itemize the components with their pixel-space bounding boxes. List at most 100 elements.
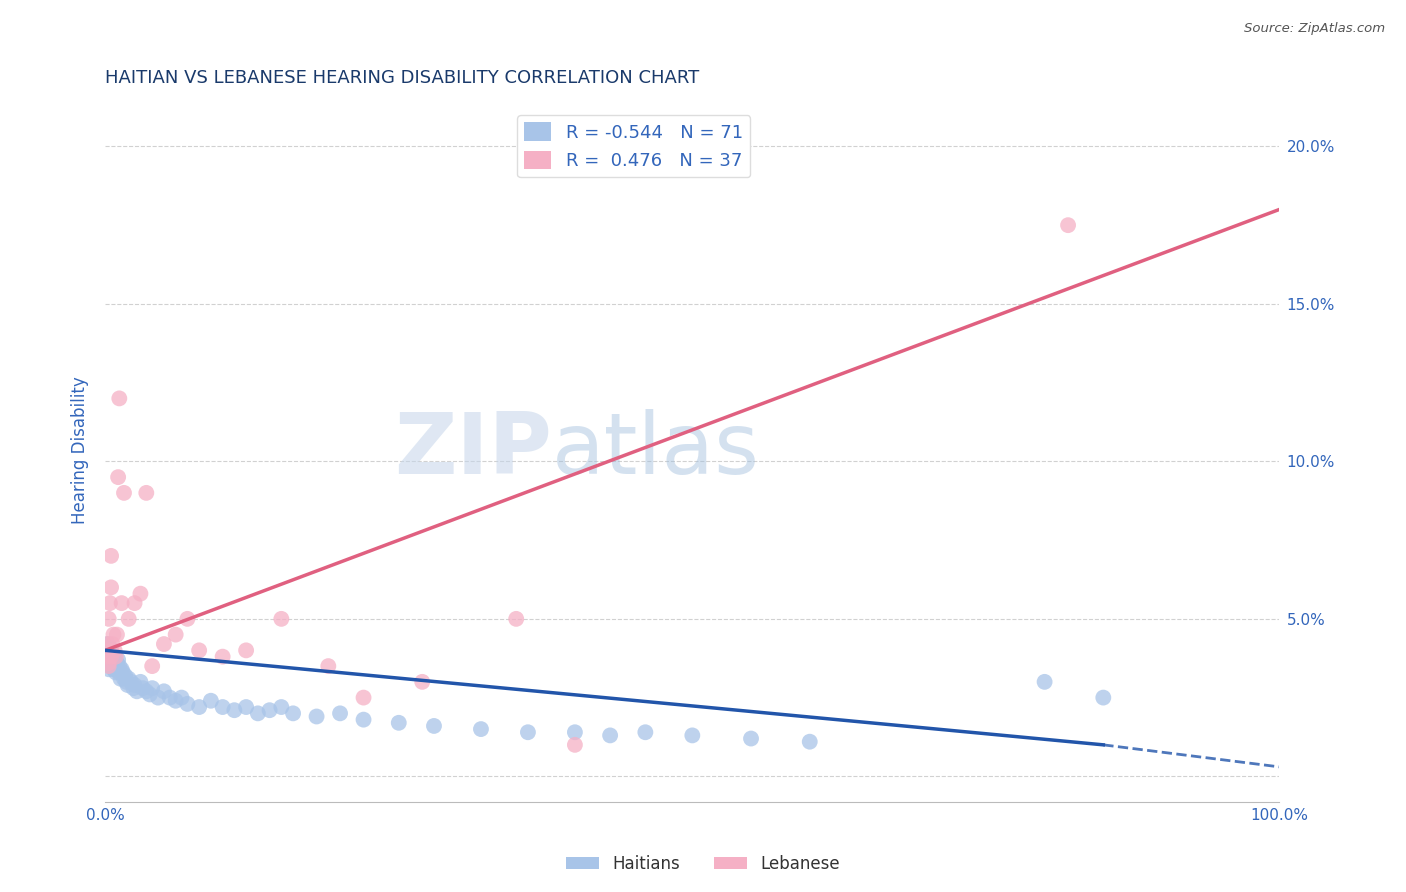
Point [118, 672, 141, 686]
Point [211, 700, 233, 714]
Point [97, 656, 120, 670]
Point [114, 668, 136, 682]
Point [117, 678, 139, 692]
Point [188, 700, 211, 714]
Point [108, 392, 131, 406]
Text: ZIP: ZIP [394, 409, 551, 491]
Point [176, 697, 198, 711]
Point [246, 706, 269, 721]
Point [97, 662, 120, 676]
Point [97, 637, 120, 651]
Point [112, 672, 135, 686]
Point [112, 486, 135, 500]
Point [104, 665, 127, 680]
Point [120, 674, 142, 689]
Point [270, 612, 292, 626]
Point [153, 637, 176, 651]
Point [281, 706, 304, 721]
Point [318, 659, 340, 673]
Point [224, 703, 246, 717]
Point [96, 649, 118, 664]
Point [115, 674, 138, 689]
Point [135, 486, 157, 500]
Point [118, 612, 141, 626]
Point [103, 662, 125, 676]
Point [681, 728, 703, 742]
Point [97, 637, 120, 651]
Legend: Haitians, Lebanese: Haitians, Lebanese [560, 848, 846, 880]
Point [305, 709, 328, 723]
Point [104, 649, 127, 664]
Point [108, 659, 131, 673]
Point [98, 659, 121, 673]
Point [470, 722, 492, 736]
Point [516, 725, 538, 739]
Point [564, 738, 586, 752]
Point [97, 656, 120, 670]
Y-axis label: Hearing Disability: Hearing Disability [72, 376, 89, 524]
Point [599, 728, 621, 742]
Point [101, 653, 124, 667]
Point [98, 653, 121, 667]
Point [100, 656, 122, 670]
Point [124, 678, 146, 692]
Point [100, 649, 122, 664]
Legend: R = -0.544   N = 71, R =  0.476   N = 37: R = -0.544 N = 71, R = 0.476 N = 37 [517, 115, 751, 178]
Point [141, 681, 163, 695]
Point [98, 596, 121, 610]
Point [97, 643, 120, 657]
Point [97, 649, 120, 664]
Point [176, 612, 198, 626]
Point [100, 580, 122, 594]
Text: HAITIAN VS LEBANESE HEARING DISABILITY CORRELATION CHART: HAITIAN VS LEBANESE HEARING DISABILITY C… [105, 69, 699, 87]
Point [153, 684, 176, 698]
Point [110, 672, 132, 686]
Point [740, 731, 762, 746]
Point [103, 627, 125, 641]
Point [799, 734, 821, 748]
Point [1033, 674, 1056, 689]
Point [129, 587, 152, 601]
Point [104, 649, 127, 664]
Point [135, 684, 157, 698]
Point [100, 649, 122, 664]
Point [100, 549, 122, 563]
Point [105, 656, 128, 670]
Point [634, 725, 657, 739]
Point [353, 690, 375, 705]
Point [105, 627, 128, 641]
Point [97, 659, 120, 673]
Point [105, 662, 128, 676]
Point [98, 640, 121, 655]
Point [505, 612, 527, 626]
Point [111, 665, 134, 680]
Point [188, 643, 211, 657]
Point [104, 643, 127, 657]
Point [165, 694, 187, 708]
Point [132, 681, 155, 695]
Point [411, 674, 433, 689]
Point [1092, 690, 1115, 705]
Point [129, 674, 152, 689]
Point [111, 662, 134, 676]
Point [97, 612, 120, 626]
Point [146, 690, 169, 705]
Point [107, 470, 129, 484]
Point [111, 596, 134, 610]
Point [141, 659, 163, 673]
Point [329, 706, 352, 721]
Point [200, 694, 222, 708]
Point [96, 649, 118, 664]
Point [103, 656, 125, 670]
Point [104, 659, 127, 673]
Point [139, 688, 162, 702]
Point [101, 659, 124, 673]
Text: Source: ZipAtlas.com: Source: ZipAtlas.com [1244, 22, 1385, 36]
Point [122, 681, 145, 695]
Point [124, 596, 146, 610]
Point [235, 700, 257, 714]
Point [101, 637, 124, 651]
Point [1057, 218, 1080, 232]
Point [170, 690, 193, 705]
Point [423, 719, 446, 733]
